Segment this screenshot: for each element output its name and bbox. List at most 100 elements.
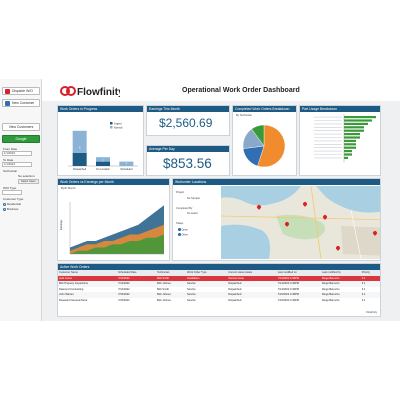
orders-vs-earnings-panel: Work Orders vs Earnings per Month By/Pr … (57, 178, 170, 261)
table-row[interactable]: Bob Property Inspections 7/14/2022 Bob Joh… (58, 281, 380, 287)
table-cell: Bob Johnes (157, 298, 171, 302)
table-cell: Service (187, 287, 196, 291)
select-users-button[interactable]: Select Users (18, 179, 39, 184)
table-cell: Bob Smith (157, 287, 170, 291)
bar (96, 157, 110, 162)
bar (344, 129, 364, 132)
bar (344, 153, 352, 156)
new-customer-label: New Customer (12, 101, 35, 105)
table-footer: Flowfinity (366, 311, 377, 314)
table-cell: 7/14/2022 (118, 287, 130, 291)
view-customers-label: View Customers (8, 125, 34, 129)
column-header[interactable]: Priority (360, 270, 380, 276)
column-header[interactable]: Last modified on (276, 270, 321, 276)
brand-name: Flowfinity (77, 87, 120, 97)
panel-title: Work Orders vs Earnings per Month (58, 179, 169, 185)
status-other-label: Other (181, 233, 189, 237)
new-customer-button[interactable]: New Customer (2, 99, 40, 107)
dispatch-icon (5, 89, 10, 94)
panel-title: Earnings This Month (147, 106, 229, 112)
bar (344, 116, 376, 119)
table-cell: Dispatched (228, 298, 242, 302)
active-work-orders-panel: Active Work Orders Customer Name Schedule… (57, 263, 381, 317)
dispatch-wo-button[interactable]: Dispatch W/O (2, 87, 40, 95)
legend-label: Normal (114, 125, 123, 129)
add-customer-icon (5, 101, 10, 106)
radio-icon (178, 233, 181, 236)
completed-by-filter-label: Completed By (176, 207, 193, 210)
customer-type-residential[interactable]: Residential (3, 202, 21, 206)
customer-type-business[interactable]: Business (3, 207, 18, 211)
table-row[interactable]: Rosewind General Store 7/15/2022 Bob Johne… (58, 298, 380, 304)
table-cell: Service (186, 281, 228, 287)
residential-label: Residential (7, 202, 21, 206)
bar (344, 156, 348, 159)
earnings-value: $2,560.69 (159, 116, 213, 130)
table-body: Jack Jones 7/13/2022 Bob Smith Installation… (58, 275, 380, 304)
app-window: Dispatch W/O New Customer View Customers… (0, 79, 400, 321)
column-header[interactable]: Customer Name (58, 270, 118, 276)
panel-title: Average Per Day (147, 146, 229, 152)
table-cell: 7/15/2022 (118, 298, 130, 302)
legend-label: Urgent (114, 121, 122, 125)
pie-slice (251, 124, 265, 147)
table-cell: Installation (186, 275, 228, 281)
table-cell: Service Issue (227, 275, 277, 281)
project-filter-value[interactable]: No Sample (187, 197, 200, 200)
table-cell: 3.1 (361, 287, 366, 291)
table-cell: Bob Property Inspections (58, 281, 118, 287)
data-label: 8 (79, 145, 81, 149)
view-customers-button[interactable]: View Customers (2, 123, 40, 131)
y-axis-label: Earnings (59, 219, 63, 230)
table-cell: 7/15/2022 4:46PM (277, 298, 299, 302)
wo-type-select[interactable] (2, 190, 22, 195)
business-label: Business (7, 207, 19, 211)
panel-title: Work Orders in Progress (58, 106, 143, 112)
bar (119, 161, 134, 166)
google-button[interactable]: Google (2, 135, 40, 143)
column-header[interactable]: Current status status (227, 270, 277, 276)
dispatch-label: Dispatch W/O (12, 89, 33, 93)
header: Flowfinity Operational Work Order Dashbo… (42, 79, 400, 101)
table-cell: 7/15/2022 (117, 292, 157, 298)
column-header[interactable]: Last modified by (320, 270, 361, 276)
table-cell: 7/13/2022 (117, 275, 157, 281)
technician-value: No selection (18, 174, 35, 178)
status-option-open[interactable]: Open (178, 228, 188, 232)
table-row[interactable]: Diamond Contracting 7/14/2022 Bob Smith Ser… (58, 287, 380, 293)
workorder-locations-panel: Workorder Locations Project No Sample Co… (172, 178, 381, 261)
from-date-input[interactable]: 1/1/2023 (2, 151, 32, 156)
chart-subtitle: By/Pr Month (61, 187, 76, 190)
status-option-other[interactable]: Other (178, 233, 188, 237)
radio-icon (3, 207, 6, 211)
table-cell: John Warren (58, 292, 118, 298)
status-filter-label: Status (176, 222, 184, 225)
to-date-input[interactable]: 1/1/2024 (2, 162, 32, 167)
table-cell: 7/14/2022 4:46PM (276, 281, 321, 287)
bar (96, 161, 110, 166)
workorder-map[interactable] (221, 186, 380, 259)
column-header[interactable]: Scheduled Date (117, 270, 157, 276)
table-cell: Diego Banuzzo (320, 292, 361, 298)
table-cell: Dispatched (227, 281, 277, 287)
bar (344, 143, 356, 146)
series-area (70, 234, 164, 254)
table-row[interactable]: Jack Jones 7/13/2022 Bob Smith Installation… (58, 275, 380, 281)
google-label: Google (15, 137, 27, 141)
table-row[interactable]: John Warren 7/15/2022 Bob Johnes Service Dis… (58, 292, 380, 298)
legend-swatch (110, 126, 113, 129)
table-cell: Service (187, 298, 196, 302)
tick-label: Dispatched (73, 167, 87, 171)
table-cell: Bob Smith (156, 275, 186, 281)
column-header[interactable]: Work Order Type (186, 270, 228, 276)
table-cell: Diego Banuzzo (321, 287, 340, 291)
completed-by-filter-value[interactable]: No select (187, 212, 198, 215)
data-label: 2 (102, 159, 104, 163)
avg-per-day-panel: Average Per Day $853.56 (146, 145, 230, 176)
column-header[interactable]: Technician (156, 270, 186, 276)
table-cell: 3.1 (360, 292, 380, 298)
table-cell: Diamond Contracting (59, 287, 84, 291)
panel-title: Active Work Orders (58, 264, 380, 270)
table-cell: Diego Banuzzo (320, 275, 361, 281)
bar (344, 150, 352, 153)
